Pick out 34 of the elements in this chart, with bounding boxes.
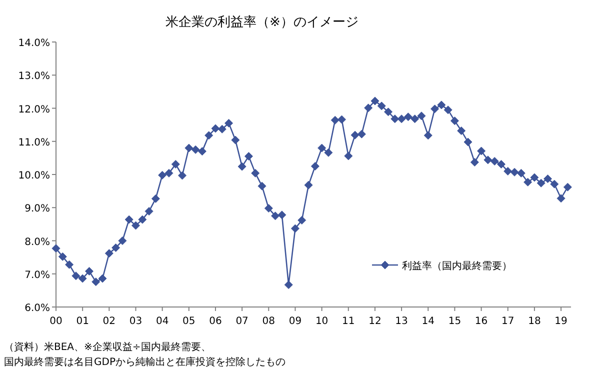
x-tick-label: 06	[209, 316, 222, 327]
x-tick-label: 07	[236, 316, 248, 327]
x-tick-label: 11	[342, 316, 355, 327]
x-tick-label: 08	[262, 316, 276, 327]
x-tick-label: 01	[76, 316, 89, 327]
x-tick-label: 12	[368, 316, 382, 327]
x-tick-label: 02	[102, 316, 116, 327]
y-tick-label: 6.0%	[24, 303, 50, 314]
x-tick-label: 09	[288, 316, 302, 327]
y-tick-label: 14.0%	[18, 38, 50, 49]
y-tick-label: 12.0%	[18, 104, 50, 116]
y-tick-label: 13.0%	[18, 71, 50, 82]
x-tick-label: 14	[422, 316, 434, 327]
y-tick-label: 7.0%	[24, 270, 50, 281]
legend-label: 利益率（国内最終需要）	[402, 260, 512, 272]
legend: 利益率（国内最終需要）	[372, 260, 512, 272]
x-tick-label: 16	[474, 316, 488, 327]
x-tick-label: 03	[129, 316, 142, 327]
x-tick-label: 15	[448, 316, 462, 327]
annotation: （資料）米BEA、※企業収益÷国内最終需要、	[4, 342, 211, 353]
y-tick-label: 8.0%	[24, 236, 50, 248]
x-tick-label: 00	[50, 316, 62, 327]
x-tick-label: 05	[182, 316, 196, 327]
x-tick-label: 04	[156, 316, 169, 327]
y-tick-label: 11.0%	[18, 137, 50, 148]
y-tick-label: 10.0%	[18, 170, 50, 182]
title: 米企業の利益率（※）のイメージ	[166, 15, 358, 30]
annotation: 国内最終需要は名目GDPから純輸出と在庫投資を控除したもの	[4, 357, 286, 368]
x-tick-label: 19	[554, 316, 568, 327]
x-tick-label: 13	[395, 316, 408, 327]
x-tick-label: 17	[502, 316, 514, 327]
x-tick-label: 18	[528, 316, 541, 327]
y-tick-label: 9.0%	[24, 204, 50, 215]
x-tick-label: 10	[315, 316, 328, 327]
